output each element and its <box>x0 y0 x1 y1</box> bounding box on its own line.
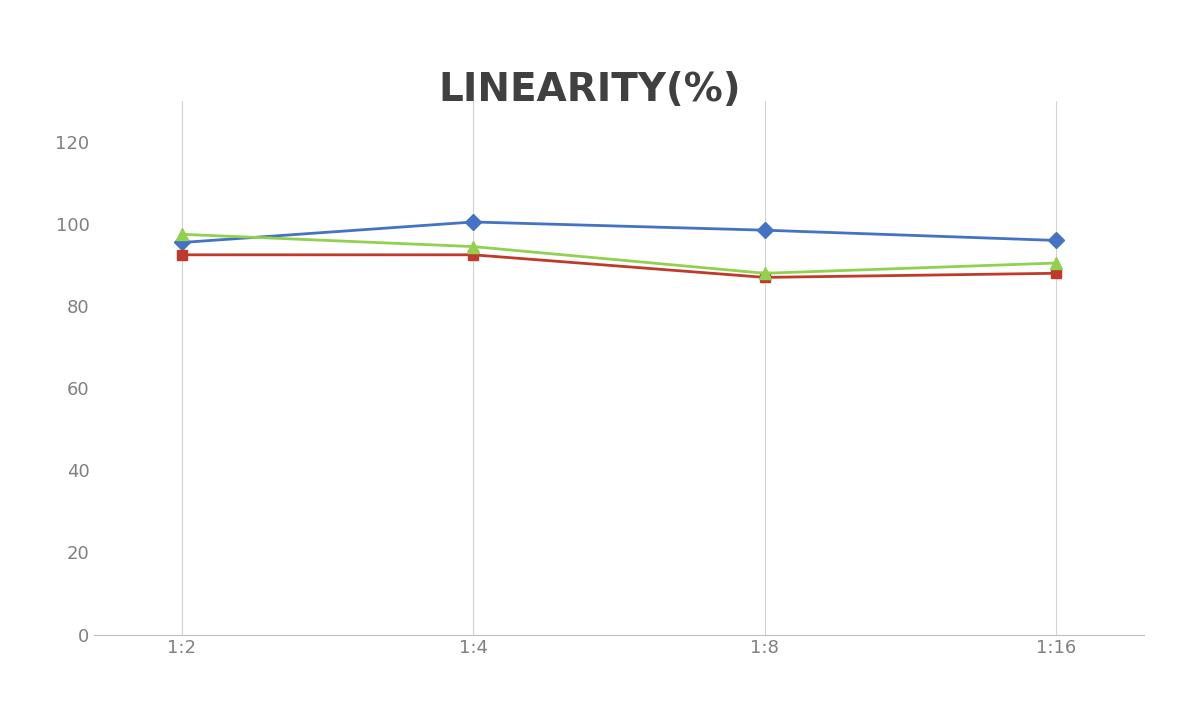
Cell culture media (n=5) <box>174 230 189 238</box>
Serum (n=5) <box>174 238 189 247</box>
Serum (n=5) <box>1049 236 1063 245</box>
EDTA plasma (n=5) <box>466 250 480 259</box>
Cell culture media (n=5) <box>758 269 772 278</box>
Line: Cell culture media (n=5): Cell culture media (n=5) <box>176 228 1062 279</box>
Line: Serum (n=5): Serum (n=5) <box>176 216 1062 248</box>
Serum (n=5) <box>466 218 480 226</box>
Serum (n=5) <box>758 226 772 235</box>
Cell culture media (n=5) <box>466 243 480 251</box>
Text: LINEARITY(%): LINEARITY(%) <box>439 70 740 109</box>
Cell culture media (n=5) <box>1049 259 1063 267</box>
EDTA plasma (n=5) <box>758 273 772 281</box>
Line: EDTA plasma (n=5): EDTA plasma (n=5) <box>177 250 1061 282</box>
EDTA plasma (n=5) <box>1049 269 1063 278</box>
EDTA plasma (n=5) <box>174 250 189 259</box>
